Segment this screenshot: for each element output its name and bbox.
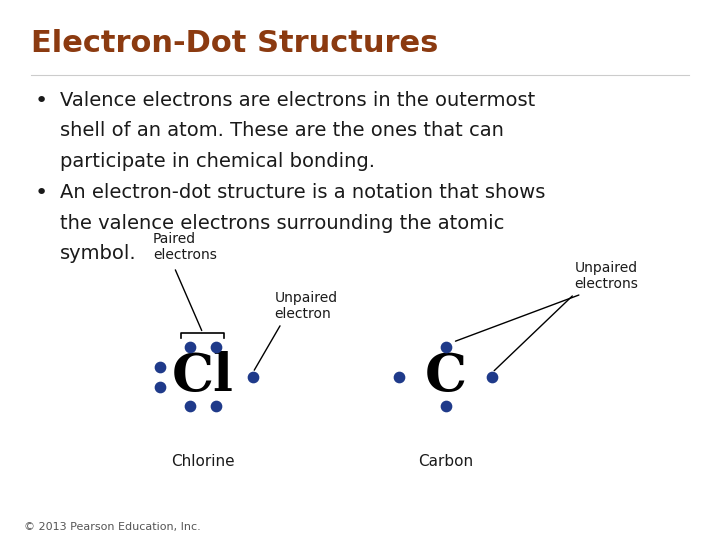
Point: [184, 402, 196, 410]
Text: Cl: Cl: [172, 352, 234, 402]
Text: © 2013 Pearson Education, Inc.: © 2013 Pearson Education, Inc.: [24, 522, 201, 532]
Text: Unpaired
electrons: Unpaired electrons: [575, 261, 638, 292]
Point: [154, 382, 166, 391]
Text: Unpaired
electron: Unpaired electron: [274, 291, 338, 321]
Text: Valence electrons are electrons in the outermost: Valence electrons are electrons in the o…: [60, 91, 535, 110]
Point: [210, 402, 222, 410]
Point: [154, 363, 166, 372]
Point: [247, 373, 258, 381]
Text: •: •: [35, 184, 48, 204]
Point: [487, 373, 498, 381]
Point: [440, 343, 451, 352]
Text: An electron-dot structure is a notation that shows: An electron-dot structure is a notation …: [60, 184, 545, 202]
Text: Carbon: Carbon: [418, 454, 473, 469]
Text: the valence electrons surrounding the atomic: the valence electrons surrounding the at…: [60, 214, 504, 233]
Point: [210, 343, 222, 352]
Text: Chlorine: Chlorine: [171, 454, 235, 469]
Point: [184, 343, 196, 352]
Text: Paired
electrons: Paired electrons: [153, 232, 217, 262]
Text: participate in chemical bonding.: participate in chemical bonding.: [60, 152, 375, 171]
Point: [394, 373, 405, 381]
Text: •: •: [35, 91, 48, 111]
Text: symbol.: symbol.: [60, 244, 137, 264]
Text: C: C: [425, 352, 467, 402]
Text: shell of an atom. These are the ones that can: shell of an atom. These are the ones tha…: [60, 122, 504, 140]
Point: [440, 402, 451, 410]
Text: Electron-Dot Structures: Electron-Dot Structures: [32, 30, 438, 58]
